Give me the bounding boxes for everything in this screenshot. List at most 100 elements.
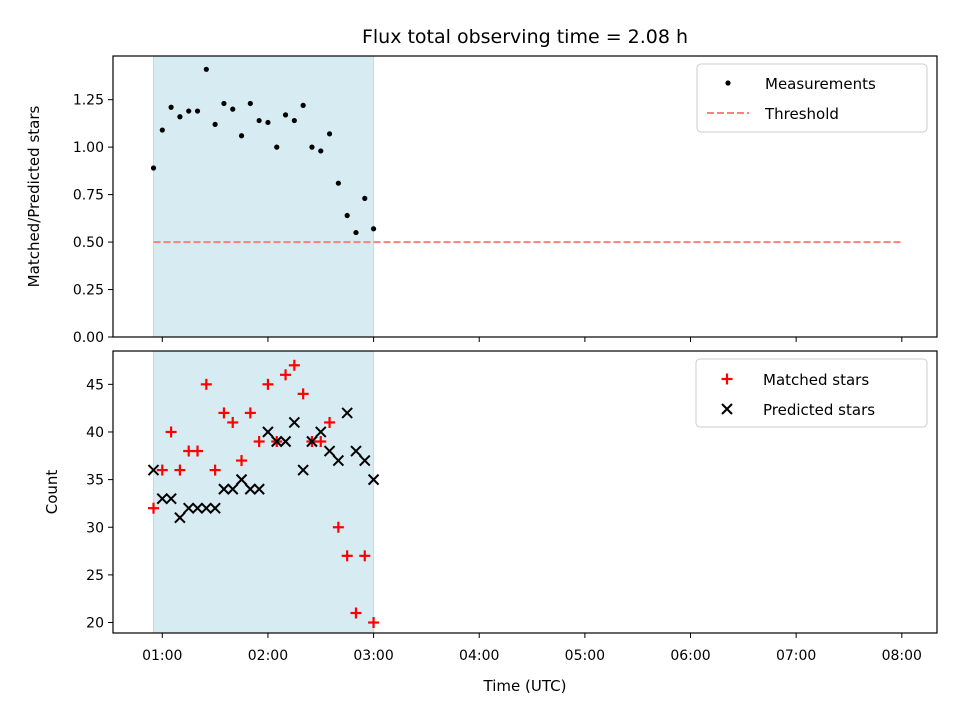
bottom-legend-box (695, 358, 928, 428)
measurement-points (150, 66, 377, 236)
top-legend-box (696, 63, 928, 133)
predicted-star-point (262, 426, 274, 438)
matched-star-point (200, 378, 212, 390)
measurement-point (238, 133, 245, 139)
matched-star-point (288, 359, 300, 371)
predicted-star-point (200, 502, 213, 514)
matched-star-point (315, 436, 327, 448)
matched-star-point (218, 407, 230, 419)
y-tick-label: 45 (86, 377, 104, 393)
matched-star-point (368, 617, 380, 629)
y-tick-label: 40 (86, 425, 104, 441)
y-tick-label: 1.25 (73, 93, 104, 109)
matched-star-point (297, 388, 309, 400)
legend-label-predicted-stars: Predicted stars (763, 401, 875, 419)
top-subplot: 0.00 0.25 0.50 0.75 1.00 1.25 Flux total obse… (25, 26, 938, 346)
predicted-star-point (227, 483, 239, 495)
predicted-star-point (306, 435, 318, 448)
legend-label-matched-stars: Matched stars (763, 371, 869, 389)
bottom-subplot: 20 25 30 35 40 45 01:00 02:00 03:00 04:00 05:00 06… (43, 350, 938, 695)
legend-marker-predicted-stars (721, 403, 733, 415)
measurement-point (203, 66, 209, 72)
measurement-point (159, 127, 165, 133)
matched-star-point (262, 378, 274, 390)
predicted-star-point (209, 502, 221, 514)
predicted-star-point (350, 445, 362, 457)
x-tick-label: 08:00 (882, 648, 922, 664)
matched-star-point (236, 455, 248, 467)
measurement-point (291, 117, 297, 124)
predicted-star-point (253, 483, 265, 495)
bottom-observing-interval-shade (152, 350, 375, 634)
bottom-y-ticks: 20 25 30 35 40 45 (86, 377, 113, 632)
chart-title: Flux total observing time = 2.08 h (362, 26, 688, 48)
y-tick-label: 1.00 (73, 140, 104, 156)
measurement-point (230, 106, 236, 112)
y-tick-label: 20 (86, 616, 104, 632)
measurement-point (177, 114, 183, 120)
measurement-point (300, 102, 306, 108)
measurement-point (353, 229, 359, 236)
y-tick-label: 0.75 (73, 188, 104, 204)
predicted-star-point (165, 492, 177, 505)
x-tick-label: 02:00 (248, 648, 288, 664)
predicted-star-point (332, 454, 345, 467)
matched-star-point (227, 416, 239, 428)
predicted-star-point (297, 464, 309, 476)
bottom-legend: Matched stars Predicted stars (695, 358, 928, 428)
measurement-point (265, 119, 271, 126)
legend-cross-glyph (721, 403, 733, 415)
predicted-star-point (147, 464, 160, 476)
measurement-point (186, 108, 192, 114)
predicted-star-point (271, 435, 283, 448)
x-tick-label: 03:00 (353, 648, 393, 664)
matched-star-point (341, 550, 353, 562)
matched-star-point (156, 464, 168, 476)
predicted-star-point (359, 454, 371, 467)
x-tick-label: 05:00 (565, 648, 605, 664)
matched-star-point (165, 426, 177, 438)
measurement-point (335, 180, 341, 186)
matched-star-point (174, 464, 186, 476)
predicted-star-point (244, 483, 257, 495)
top-axes-frame (112, 55, 938, 338)
matched-star-point (280, 369, 292, 381)
predicted-star-point (279, 435, 292, 448)
measurement-point (344, 212, 350, 219)
measurement-point (194, 108, 201, 114)
top-x-ticks (161, 337, 903, 342)
predicted-stars-points (147, 407, 380, 524)
x-tick-label: 06:00 (670, 648, 710, 664)
matched-star-point (209, 464, 221, 476)
legend-plus-glyph (721, 373, 733, 385)
y-tick-label: 35 (86, 473, 104, 489)
predicted-star-point (235, 473, 248, 486)
predicted-star-point (367, 473, 380, 486)
y-tick-label: 30 (86, 520, 104, 536)
predicted-star-point (341, 407, 353, 419)
measurement-point (150, 165, 157, 171)
matched-star-point (147, 502, 159, 514)
bottom-axes-frame (112, 350, 938, 634)
measurement-point (256, 117, 262, 124)
top-legend: Measurements Threshold (696, 63, 928, 133)
bottom-x-ticks: 01:00 02:00 03:00 04:00 05:00 06:00 07:00 08:00 (142, 633, 922, 664)
measurement-point (282, 112, 289, 118)
matched-star-point (332, 521, 344, 533)
matched-star-point (253, 436, 265, 448)
measurement-point (221, 100, 227, 107)
y-tick-label: 0.50 (73, 235, 104, 251)
y-tick-label: 0.25 (73, 283, 104, 299)
measurement-point (247, 100, 253, 107)
measurement-point (212, 121, 218, 127)
predicted-star-point (315, 426, 327, 438)
measurement-point (362, 195, 368, 201)
matched-star-point (350, 607, 362, 619)
legend-marker-measurements (725, 80, 731, 86)
matched-stars-points (147, 359, 380, 629)
x-tick-label: 04:00 (459, 648, 499, 664)
matched-star-point (192, 445, 204, 457)
measurement-point (168, 104, 174, 110)
predicted-star-point (174, 512, 186, 524)
